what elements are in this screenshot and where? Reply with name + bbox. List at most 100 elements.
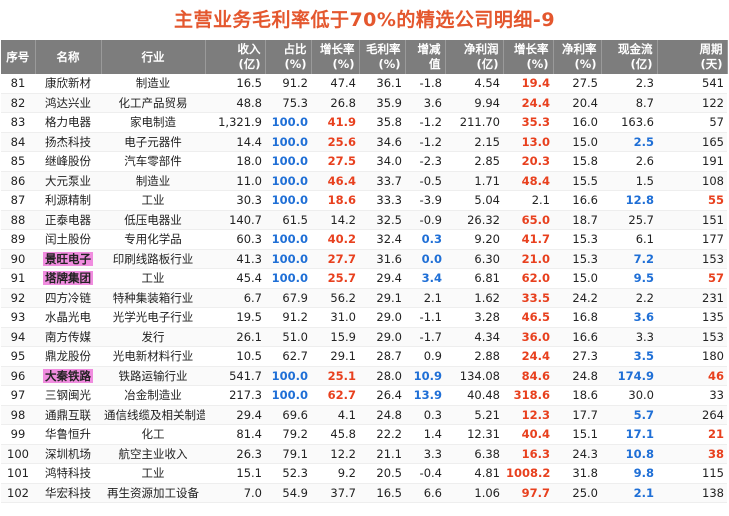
cell-revenue: 541.7 (205, 366, 265, 386)
cell-industry: 工业 (101, 190, 205, 211)
cell-no: 97 (1, 385, 35, 406)
table-row: 86 大元泵业 制造业 11.0 100.0 46.4 33.7 -0.5 1.71 48.4 15… (1, 171, 727, 191)
cell-share: 100.0 (265, 268, 311, 289)
cell-no: 99 (1, 424, 35, 445)
cell-share: 100.0 (265, 151, 311, 172)
header-label: 增长率 (320, 42, 355, 56)
cell-industry: 特种集装箱行业 (101, 288, 205, 308)
cell-net-profit: 9.94 (445, 93, 503, 113)
cell-profit-growth: 24.4 (503, 93, 553, 113)
header-unit: (%) (574, 57, 597, 71)
cell-growth: 56.2 (311, 288, 359, 308)
cell-gross-margin: 24.8 (359, 405, 405, 425)
cell-gross-margin: 21.1 (359, 444, 405, 464)
cell-growth: 4.1 (311, 405, 359, 425)
table-row: 81 康欣新材 制造业 16.5 91.2 47.4 36.1 -1.8 4.54 19.4 27.… (1, 74, 727, 94)
cell-net-profit: 1.62 (445, 288, 503, 308)
cell-net-margin: 16.6 (553, 190, 601, 211)
cell-net-margin: 25.0 (553, 483, 601, 503)
cell-cycle: 57 (657, 268, 727, 289)
cell-revenue: 30.3 (205, 190, 265, 211)
cell-change: 3.6 (405, 93, 445, 113)
cell-net-margin: 15.0 (553, 268, 601, 289)
table-row: 92 四方冷链 特种集装箱行业 6.7 67.9 56.2 29.1 2.1 1.62 33.5 2… (1, 288, 727, 308)
cell-change: -0.5 (405, 171, 445, 191)
cell-gross-margin: 20.5 (359, 463, 405, 484)
cell-profit-growth: 84.6 (503, 366, 553, 386)
cell-net-margin: 24.8 (553, 366, 601, 386)
cell-no: 100 (1, 444, 35, 464)
cell-growth: 27.5 (311, 151, 359, 172)
cell-cycle: 115 (657, 463, 727, 484)
header-unit: (%) (378, 57, 401, 71)
cell-share: 100.0 (265, 112, 311, 133)
cell-cash-flow: 9.5 (601, 268, 657, 289)
cell-net-margin: 31.8 (553, 463, 601, 484)
header-col-industry: 行业 (101, 40, 206, 74)
cell-gross-margin: 29.1 (359, 288, 405, 308)
cell-profit-growth: 21.0 (503, 249, 553, 269)
cell-net-margin: 18.7 (553, 210, 601, 230)
cell-change: -0.9 (405, 210, 445, 230)
cell-no: 91 (1, 268, 35, 289)
cell-net-margin: 17.7 (553, 405, 601, 425)
cell-industry: 通信线缆及相关制造 (101, 405, 205, 425)
cell-cash-flow: 3.3 (601, 327, 657, 347)
cell-change: -3.9 (405, 190, 445, 211)
cell-cash-flow: 8.7 (601, 93, 657, 113)
cell-profit-growth: 36.0 (503, 327, 553, 347)
header-row: 序号 名称 行业 收入 (亿) 占比 (%) 增长率 (%) 毛利率 (%) 增减值净利润 (亿) 增长率… (1, 40, 728, 74)
cell-share: 100.0 (265, 249, 311, 269)
cell-change: 13.9 (405, 385, 445, 406)
cell-no: 87 (1, 190, 35, 211)
cell-cycle: 21 (657, 424, 727, 445)
cell-revenue: 19.5 (205, 307, 265, 328)
cell-share: 54.9 (265, 483, 311, 503)
cell-share: 61.5 (265, 210, 311, 230)
cell-share: 100.0 (265, 190, 311, 211)
cell-name: 闰土股份 (35, 229, 101, 250)
cell-cycle: 264 (657, 405, 727, 425)
cell-share: 69.6 (265, 405, 311, 425)
cell-industry: 工业 (101, 268, 205, 289)
cell-no: 101 (1, 463, 35, 484)
cell-cash-flow: 30.0 (601, 385, 657, 406)
table-body: 81 康欣新材 制造业 16.5 91.2 47.4 36.1 -1.8 4.54 19.4 27.… (1, 74, 727, 503)
cell-no: 95 (1, 346, 35, 367)
cell-revenue: 15.1 (205, 463, 265, 484)
header-label: 占比 (283, 42, 307, 56)
cell-change: -2.3 (405, 151, 445, 172)
cell-net-profit: 3.28 (445, 307, 503, 328)
header-unit: 值 (429, 57, 441, 71)
cell-gross-margin: 26.4 (359, 385, 405, 406)
cell-cash-flow: 5.7 (601, 405, 657, 425)
cell-net-margin: 16.6 (553, 327, 601, 347)
cell-share: 67.9 (265, 288, 311, 308)
table-row: 95 鼎龙股份 光电新材料行业 10.5 62.7 29.1 28.7 0.9 2.88 24.4… (1, 346, 727, 367)
cell-growth: 26.8 (311, 93, 359, 113)
cell-share: 62.7 (265, 346, 311, 367)
cell-revenue: 16.5 (205, 74, 265, 94)
cell-net-margin: 24.2 (553, 288, 601, 308)
cell-growth: 37.7 (311, 483, 359, 503)
cell-gross-margin: 34.0 (359, 151, 405, 172)
header-col-profit-growth: 增长率 (%) (503, 40, 554, 74)
cell-net-profit: 9.20 (445, 229, 503, 250)
cell-cycle: 180 (657, 346, 727, 367)
table-row: 97 三钢闽光 冶金制造业 217.3 100.0 62.7 26.4 13.9 40.48 31… (1, 385, 727, 406)
cell-net-profit: 5.21 (445, 405, 503, 425)
cell-growth: 41.9 (311, 112, 359, 133)
cell-cash-flow: 2.6 (601, 151, 657, 172)
table-row: 90 景旺电子 印刷线路板行业 41.3 100.0 27.7 31.6 0.0 6.30 21.… (1, 249, 727, 269)
cell-growth: 31.0 (311, 307, 359, 328)
cell-change: 0.3 (405, 405, 445, 425)
cell-net-profit: 4.81 (445, 463, 503, 484)
cell-profit-growth: 12.3 (503, 405, 553, 425)
cell-cash-flow: 2.1 (601, 483, 657, 503)
cell-profit-growth: 20.3 (503, 151, 553, 172)
cell-net-margin: 18.6 (553, 385, 601, 406)
cell-net-profit: 12.31 (445, 424, 503, 445)
table-row: 82 鸿达兴业 化工产品贸易 48.8 75.3 26.8 35.9 3.6 9.94 24.4 2… (1, 93, 727, 113)
table-row: 83 格力电器 家电制造 1,321.9 100.0 41.9 35.8 -1.2 211.70… (1, 112, 727, 133)
cell-cash-flow: 7.2 (601, 249, 657, 269)
